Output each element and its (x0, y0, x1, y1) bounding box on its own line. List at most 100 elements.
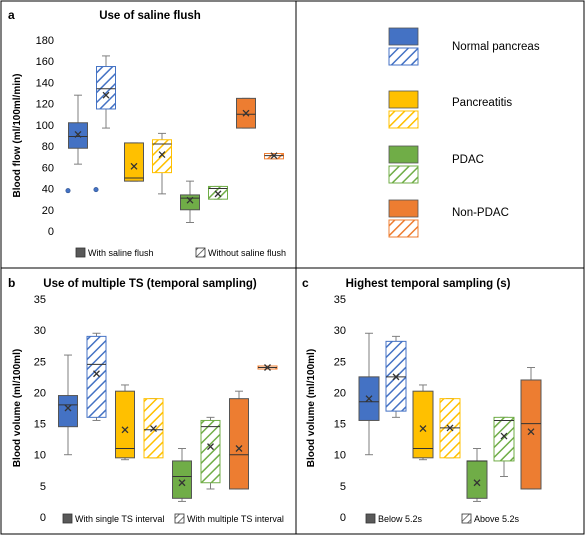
series-legend-label: With single TS interval (75, 514, 164, 524)
box-3-solid (172, 447, 192, 502)
mean-marker (207, 443, 214, 451)
mean-marker (473, 479, 481, 487)
legend-swatch-4-hatched (388, 219, 419, 238)
mean-marker (527, 428, 535, 436)
y-tick-label: 20 (334, 387, 346, 399)
legend-swatch-2-solid (388, 90, 419, 109)
y-tick-label: 10 (34, 450, 46, 462)
legend-swatch-2-hatched (388, 110, 419, 129)
panels: a Use of saline flush Blood flow (ml/100ml… (8, 8, 542, 524)
box-iqr (208, 185, 228, 200)
box-4-hatched (264, 152, 284, 160)
mean-marker (93, 370, 100, 378)
box-2-hatched (152, 132, 172, 195)
box-iqr (493, 416, 515, 462)
box-1-hatched (86, 332, 107, 421)
chart-title: Use of saline flush (99, 10, 201, 22)
box-2-solid (412, 384, 434, 461)
y-tick-label: 10 (334, 450, 346, 462)
box-iqr (68, 122, 88, 149)
mean-marker (186, 196, 194, 204)
box-iqr (466, 460, 488, 499)
y-tick-label: 35 (334, 294, 346, 306)
box-iqr (124, 142, 144, 182)
mean-marker (64, 404, 72, 412)
mean-marker (214, 190, 222, 198)
legend-label: Pancreatitis (452, 97, 512, 109)
y-tick-label: 15 (34, 419, 46, 431)
outlier-point (93, 187, 99, 193)
box-1-hatched (93, 55, 116, 193)
chart-panel-c: c Highest temporal sampling (s) Blood volu… (302, 276, 542, 524)
mean-marker (264, 364, 271, 371)
box-4-solid (520, 367, 542, 490)
series-legend-label: Without saline flush (208, 248, 286, 258)
legend-swatch-solid (75, 247, 86, 258)
legend-swatch-3-solid (388, 145, 419, 164)
y-axis-label: Blood volume (ml/100ml) (306, 349, 317, 467)
legend-label: Normal pancreas (452, 41, 540, 53)
legend-label: Non-PDAC (452, 207, 509, 219)
y-tick-label: 30 (334, 325, 346, 337)
y-tick-label: 0 (340, 512, 346, 524)
y-axis-label: Blood volume (ml/100ml) (12, 349, 23, 467)
box-3-solid (180, 180, 200, 224)
legend-swatch-hatched (461, 513, 472, 524)
panel-letter: a (8, 8, 15, 22)
panel-letter: c (302, 276, 309, 290)
chart-panel-a: a Use of saline flush Blood flow (ml/100ml… (8, 8, 286, 258)
box-iqr (180, 194, 200, 211)
y-tick-label: 15 (334, 419, 346, 431)
box-iqr (86, 335, 107, 418)
box-iqr (96, 66, 116, 110)
y-tick-label: 30 (34, 325, 46, 337)
legend-swatch-solid (62, 513, 73, 524)
mean-marker (242, 109, 250, 117)
mean-marker (392, 373, 400, 381)
legend-swatch-solid (365, 513, 376, 524)
legend-swatch-hatched (195, 247, 206, 258)
y-tick-label: 20 (42, 205, 54, 217)
legend-swatch-3-hatched (388, 165, 419, 184)
y-axis-label: Blood flow (ml/100ml/min) (12, 74, 23, 198)
y-tick-label: 180 (36, 35, 54, 47)
box-1-hatched (385, 335, 407, 418)
box-iqr (115, 390, 135, 459)
y-tick-label: 0 (48, 226, 54, 238)
box-4-solid (236, 97, 256, 129)
mean-marker (446, 424, 454, 432)
box-1-solid (58, 354, 78, 456)
y-tick-label: 25 (34, 356, 46, 368)
y-tick-label: 5 (340, 481, 346, 493)
mean-marker (270, 152, 278, 160)
y-tick-label: 140 (36, 77, 54, 89)
mean-marker (365, 395, 373, 403)
box-2-hatched (143, 398, 164, 459)
y-tick-label: 35 (34, 294, 46, 306)
series-legend-label: With saline flush (88, 248, 154, 258)
y-tick-label: 5 (40, 481, 46, 493)
series-legend-label: Below 5.2s (378, 514, 423, 524)
panel-letter: b (8, 276, 15, 290)
mean-marker (178, 479, 186, 487)
box-4-hatched (257, 364, 278, 371)
y-tick-label: 20 (34, 387, 46, 399)
y-tick-label: 40 (42, 184, 54, 196)
chart-title: Highest temporal sampling (s) (346, 278, 511, 290)
box-iqr (58, 395, 78, 428)
box-3-hatched (200, 416, 221, 490)
legend-swatch-1-solid (388, 27, 419, 46)
group-legend: Normal pancreas Pancreatitis PDAC Non-PDAC (388, 27, 540, 238)
box-iqr (412, 390, 434, 459)
box-3-hatched (208, 185, 228, 200)
mean-marker (121, 426, 129, 434)
box-3-solid (466, 447, 488, 502)
legend-swatch-1-hatched (388, 47, 419, 66)
box-iqr (229, 398, 249, 490)
series-legend-label: Above 5.2s (474, 514, 520, 524)
y-tick-label: 120 (36, 99, 54, 111)
legend-swatch-hatched (174, 513, 185, 524)
y-tick-label: 80 (42, 141, 54, 153)
